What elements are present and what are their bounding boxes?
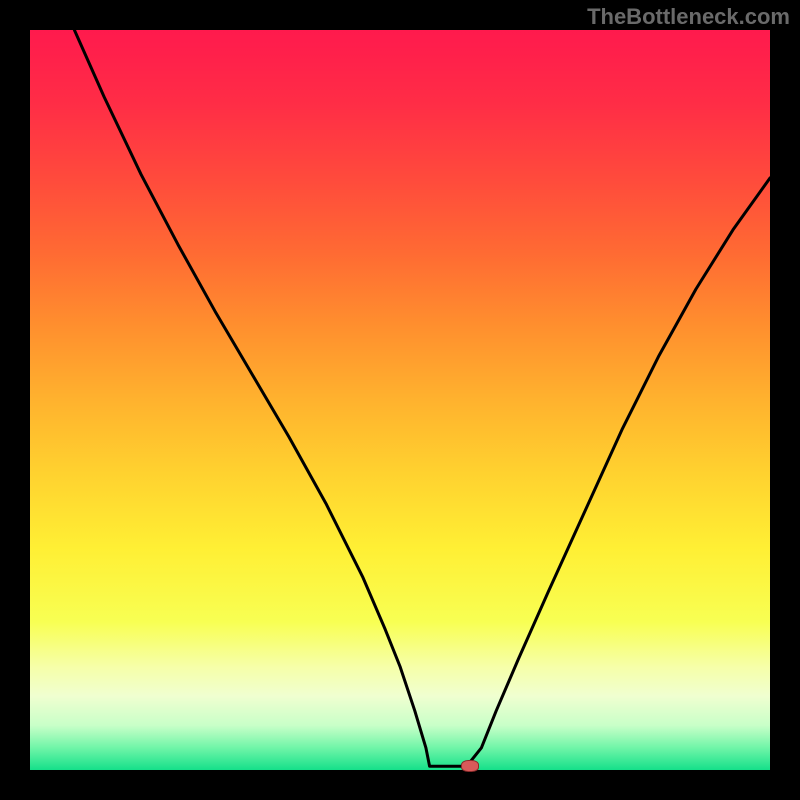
optimum-marker: [461, 760, 479, 772]
watermark-text: TheBottleneck.com: [587, 4, 790, 30]
bottleneck-curve: [30, 30, 770, 770]
chart-container: TheBottleneck.com: [0, 0, 800, 800]
